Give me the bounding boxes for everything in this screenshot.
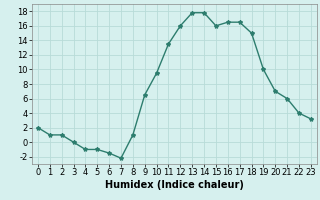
X-axis label: Humidex (Indice chaleur): Humidex (Indice chaleur) <box>105 180 244 190</box>
